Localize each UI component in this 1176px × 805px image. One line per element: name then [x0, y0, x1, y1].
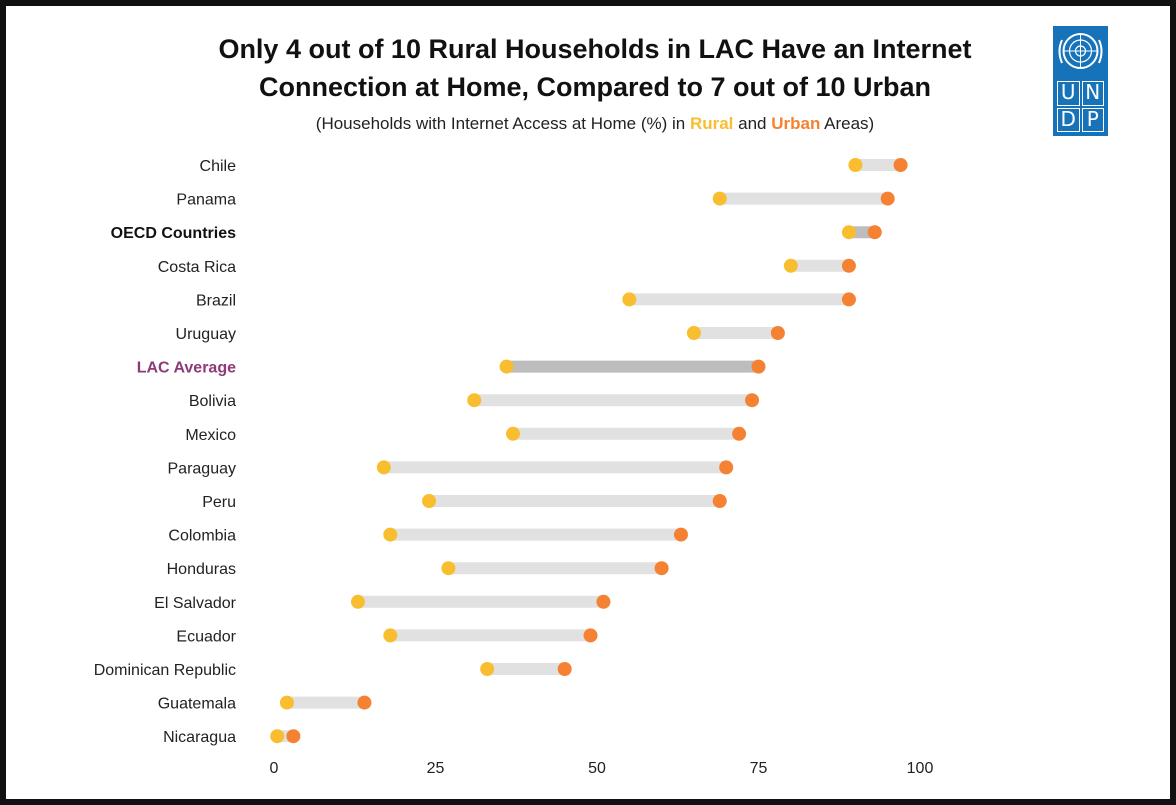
urban-point-mexico — [732, 426, 747, 441]
logo-letter-d: D — [1057, 107, 1080, 132]
x-tick-label-50: 50 — [588, 760, 606, 777]
x-tick-label-100: 100 — [907, 760, 934, 777]
urban-point-chile — [893, 158, 908, 172]
urban-point-honduras — [654, 561, 669, 576]
urban-point-el-salvador — [596, 594, 611, 609]
x-tick-label-75: 75 — [750, 760, 768, 777]
rural-point-bolivia — [467, 393, 482, 408]
logo-letter-p: P — [1081, 107, 1104, 132]
urban-point-dominican-republic — [557, 662, 572, 676]
category-label-nicaragua: Nicaragua — [163, 729, 236, 746]
category-label-paraguay: Paraguay — [168, 460, 237, 477]
category-label-mexico: Mexico — [185, 427, 236, 444]
rural-point-brazil — [622, 292, 637, 307]
rural-point-colombia — [383, 527, 398, 542]
urban-point-paraguay — [719, 460, 734, 475]
category-label-ecuador: Ecuador — [176, 628, 236, 645]
subtitle-middle: and — [733, 114, 772, 133]
urban-point-nicaragua — [286, 729, 301, 744]
x-tick-label-0: 0 — [270, 760, 279, 777]
x-tick-label-25: 25 — [427, 760, 445, 777]
category-label-el-salvador: El Salvador — [154, 595, 236, 612]
category-label-costa-rica: Costa Rica — [158, 259, 236, 276]
subtitle-prefix: (Households with Internet Access at Home… — [315, 114, 690, 133]
category-label-peru: Peru — [202, 494, 236, 511]
category-label-panama: Panama — [176, 192, 236, 209]
urban-point-ecuador — [583, 628, 598, 643]
urban-point-oecd-countries — [867, 225, 882, 240]
logo-letter-u: U — [1057, 81, 1080, 106]
rural-point-paraguay — [376, 460, 391, 475]
category-label-dominican-republic: Dominican Republic — [94, 662, 236, 679]
rural-point-nicaragua — [270, 729, 285, 744]
rural-point-oecd-countries — [841, 225, 856, 240]
chart-title-line-2: Connection at Home, Compared to 7 out of… — [258, 72, 932, 102]
rural-point-chile — [848, 158, 863, 172]
rural-point-uruguay — [686, 326, 701, 340]
category-label-lac-average: LAC Average — [137, 360, 236, 377]
urban-point-uruguay — [770, 326, 785, 340]
rural-point-peru — [422, 494, 437, 508]
rural-point-dominican-republic — [480, 662, 495, 676]
logo-letter-n: N — [1081, 81, 1104, 106]
category-label-bolivia: Bolivia — [189, 393, 236, 410]
rural-point-costa-rica — [783, 258, 798, 273]
subtitle-rural-legend: Rural — [689, 114, 734, 133]
category-label-honduras: Honduras — [167, 561, 236, 578]
rural-point-lac-average — [499, 359, 514, 374]
category-label-guatemala: Guatemala — [158, 696, 236, 713]
urban-point-brazil — [841, 292, 856, 307]
subtitle-urban-legend: Urban — [771, 114, 821, 133]
rural-point-guatemala — [279, 695, 294, 710]
subtitle-suffix: Areas) — [820, 114, 875, 133]
rural-point-el-salvador — [350, 594, 365, 609]
rural-point-panama — [712, 191, 727, 206]
urban-point-peru — [712, 494, 727, 508]
rural-point-ecuador — [383, 628, 398, 643]
rural-point-mexico — [506, 426, 521, 441]
urban-point-colombia — [673, 527, 688, 542]
rural-point-honduras — [441, 561, 456, 576]
chart-subtitle: (Households with Internet Access at Home… — [100, 114, 1090, 134]
un-emblem-icon — [1058, 33, 1103, 69]
undp-logo: U N D P — [1053, 26, 1108, 136]
urban-point-bolivia — [745, 393, 760, 408]
urban-point-guatemala — [357, 695, 372, 710]
category-label-chile: Chile — [200, 158, 237, 175]
undp-letter-grid: U N D P — [1057, 81, 1104, 132]
category-label-uruguay: Uruguay — [176, 326, 236, 343]
chart-title-line-1: Only 4 out of 10 Rural Households in LAC… — [218, 34, 972, 64]
category-label-oecd-countries: OECD Countries — [111, 225, 236, 242]
category-label-brazil: Brazil — [196, 292, 236, 309]
urban-point-panama — [880, 191, 895, 206]
category-label-colombia: Colombia — [168, 528, 236, 545]
urban-point-lac-average — [751, 359, 766, 374]
urban-point-costa-rica — [841, 258, 856, 273]
